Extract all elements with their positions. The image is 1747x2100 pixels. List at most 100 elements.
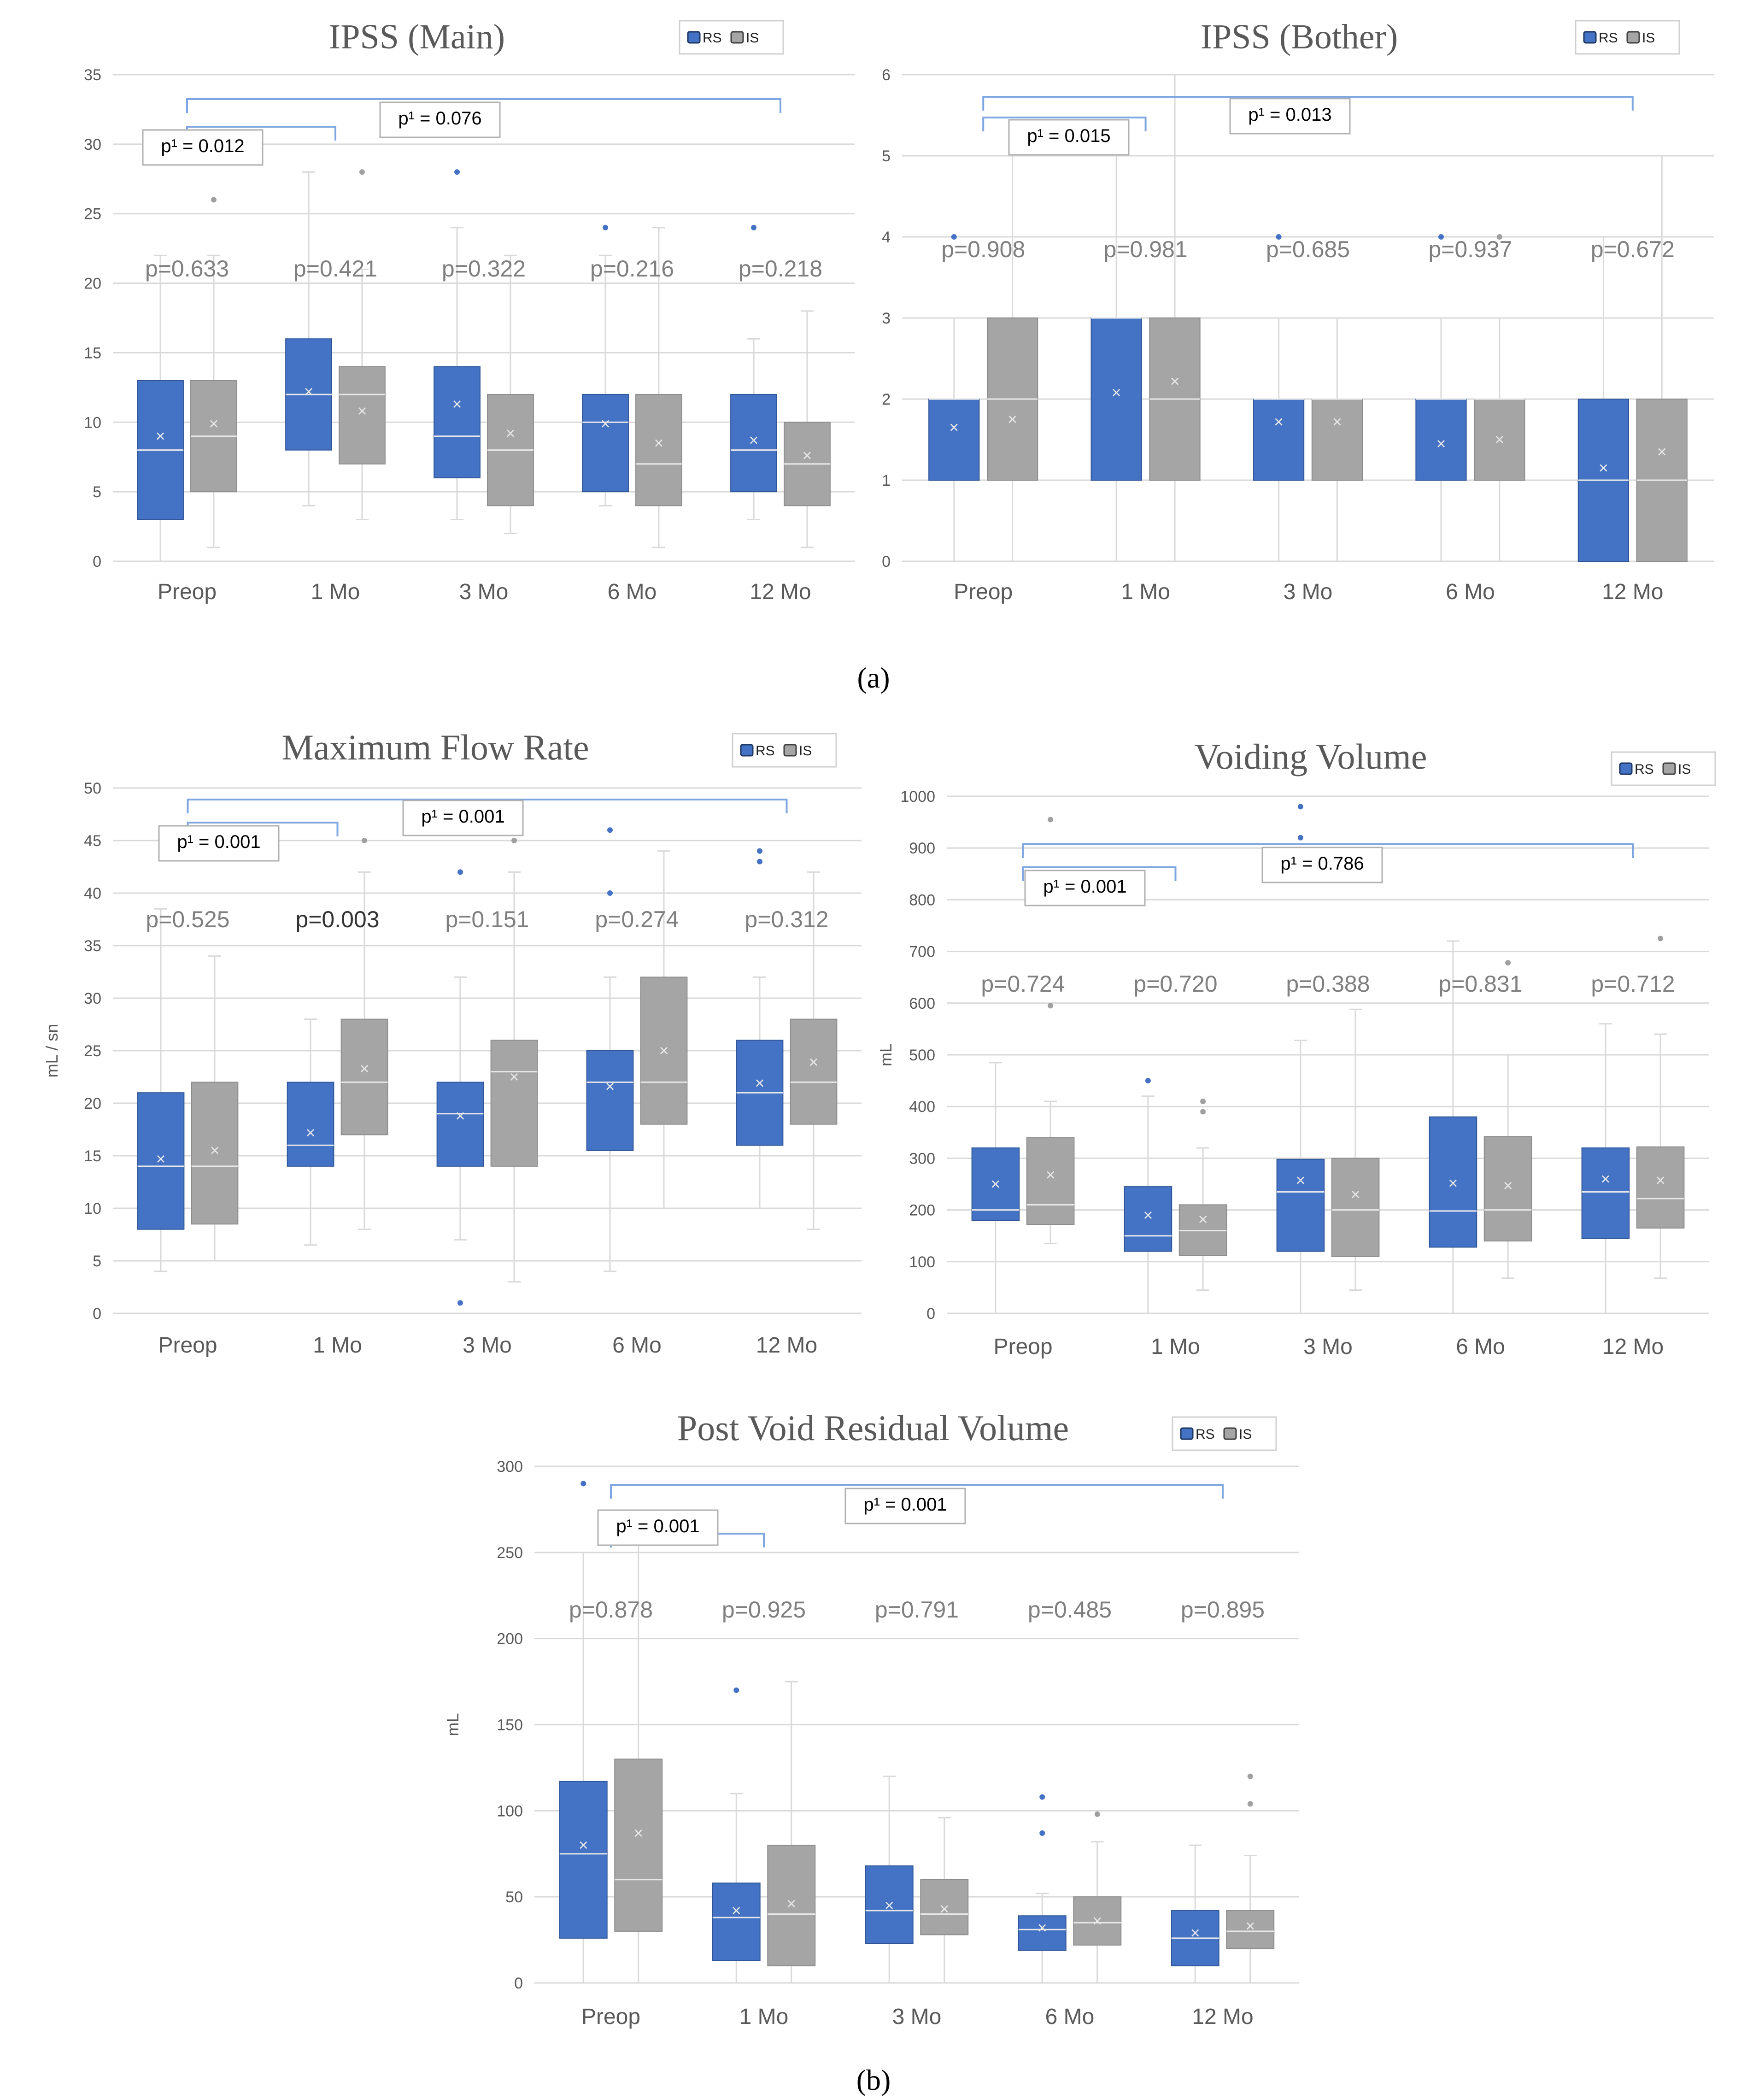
legend-label-is: IS — [1678, 762, 1691, 777]
legend: RS IS — [1611, 751, 1716, 786]
legend-swatch-rs — [740, 744, 754, 757]
y-axis-label: mL / sn — [42, 1024, 61, 1078]
chart-title: Post Void Residual Volume — [677, 1408, 1069, 1448]
box-rs-4: × — [1581, 1023, 1630, 1314]
box-iqr — [1276, 1159, 1325, 1252]
y-tick-label: 5 — [882, 147, 891, 165]
box-is-2: × — [1311, 317, 1363, 562]
mean-marker: × — [1112, 383, 1121, 402]
p-value-label: p=0.274 — [595, 906, 679, 932]
y-tick-label: 4 — [882, 229, 891, 246]
p-value-label: p=0.685 — [1266, 236, 1350, 262]
x-tick-label: Preop — [993, 1335, 1052, 1359]
outlier-point — [211, 197, 217, 203]
box-iqr — [1226, 1910, 1275, 1949]
y-tick-label: 10 — [84, 414, 101, 431]
panel-label-a: (a) — [857, 661, 890, 694]
significance-bracket: p¹ = 0.076 — [186, 98, 781, 138]
y-tick-label: 0 — [514, 1975, 523, 1992]
box-is-2: × — [487, 254, 534, 535]
outlier-point — [1505, 960, 1511, 966]
box-rs-3: × — [1415, 234, 1467, 562]
legend-swatch-is — [1626, 31, 1640, 44]
y-tick-label: 250 — [497, 1544, 523, 1562]
significance-bracket: p¹ = 0.001 — [158, 822, 339, 862]
legend: RS IS — [1575, 20, 1680, 55]
legend-label-rs: RS — [1635, 762, 1654, 777]
p-value-label: p=0.322 — [442, 256, 526, 282]
y-tick-label: 30 — [84, 990, 101, 1007]
y-tick-label: 45 — [84, 832, 101, 850]
y-tick-label: 0 — [93, 553, 101, 571]
mean-marker: × — [1503, 1176, 1513, 1195]
outlier-point — [607, 827, 613, 833]
mean-marker: × — [1198, 1210, 1208, 1229]
mean-marker: × — [659, 1041, 668, 1060]
p-value-label: p=0.720 — [1133, 971, 1217, 997]
p-value-label: p=0.003 — [295, 906, 379, 932]
legend-label-is: IS — [1239, 1427, 1252, 1442]
mean-marker: × — [505, 424, 515, 442]
mean-marker: × — [1495, 430, 1504, 449]
box-is-1: × — [1149, 74, 1201, 562]
bracket-label-box — [402, 800, 524, 836]
y-tick-label: 1 — [882, 472, 891, 489]
p-value-label: p=0.712 — [1591, 971, 1675, 997]
legend: RS IS — [679, 20, 784, 55]
chart-ipss-main: 0 5 10 15 20 25 30 35 IPSS (Main) RS IS × × × × × × × × × × P… — [84, 18, 855, 604]
p-value-label: p=0.937 — [1428, 236, 1512, 262]
y-tick-label: 300 — [497, 1458, 523, 1476]
bracket-label-box — [1024, 870, 1146, 906]
box-iqr — [436, 1082, 484, 1167]
x-tick-label: Preop — [158, 580, 217, 604]
x-tick-label: 6 Mo — [1456, 1335, 1505, 1359]
box-rs-4: × — [1577, 236, 1629, 562]
outlier-point — [1276, 234, 1282, 240]
y-tick-label: 35 — [84, 66, 101, 84]
box-is-1: × — [1178, 1098, 1227, 1291]
box-is-1: × — [340, 838, 388, 1230]
outlier-point — [757, 859, 762, 865]
bracket-label-box — [158, 825, 280, 862]
x-tick-label: 1 Mo — [1121, 580, 1170, 604]
mean-marker: × — [1332, 412, 1342, 431]
box-iqr — [1415, 399, 1467, 481]
box-is-4: × — [784, 310, 831, 548]
box-iqr — [1429, 1116, 1477, 1248]
box-iqr — [1253, 399, 1305, 481]
y-tick-label: 150 — [497, 1717, 523, 1734]
mean-marker: × — [1448, 1173, 1458, 1192]
legend-swatch-rs — [1583, 31, 1597, 44]
x-tick-label: 1 Mo — [1151, 1335, 1200, 1359]
box-rs-4: × — [730, 224, 777, 520]
bracket-line — [187, 799, 788, 813]
box-is-3: × — [640, 850, 688, 1209]
box-is-0: × — [614, 1538, 663, 1984]
y-tick-label: 300 — [909, 1150, 935, 1167]
box-rs-0: × — [137, 908, 185, 1272]
chart-title: IPSS (Main) — [329, 18, 505, 56]
outlier-point — [1048, 1003, 1054, 1009]
box-rs-0: × — [137, 254, 184, 562]
box-iqr — [1073, 1896, 1122, 1946]
bracket-label-box — [1229, 98, 1351, 135]
y-tick-label: 6 — [882, 66, 891, 84]
box-iqr — [137, 1092, 185, 1230]
box-iqr — [767, 1845, 816, 1966]
mean-marker: × — [1274, 412, 1284, 431]
chart-title: Maximum Flow Rate — [281, 727, 589, 767]
legend-label-rs: RS — [756, 743, 775, 759]
x-tick-label: 12 Mo — [756, 1333, 817, 1358]
legend-swatch-rs — [1180, 1427, 1194, 1440]
bracket-label-box — [1008, 119, 1130, 156]
box-is-1: × — [767, 1681, 816, 1984]
chart-title: IPSS (Bother) — [1201, 18, 1398, 56]
chart-max-flow-rate: 0 5 10 15 20 25 30 35 40 45 50 mL / sn Maximum Flow … — [42, 727, 862, 1358]
outlier-point — [359, 169, 365, 175]
mean-marker: × — [1296, 1171, 1305, 1190]
y-tick-label: 10 — [84, 1200, 101, 1218]
mean-marker: × — [455, 1106, 465, 1125]
box-rs-2: × — [434, 169, 481, 520]
mean-marker: × — [1351, 1185, 1360, 1204]
box-rs-1: × — [1090, 155, 1142, 562]
